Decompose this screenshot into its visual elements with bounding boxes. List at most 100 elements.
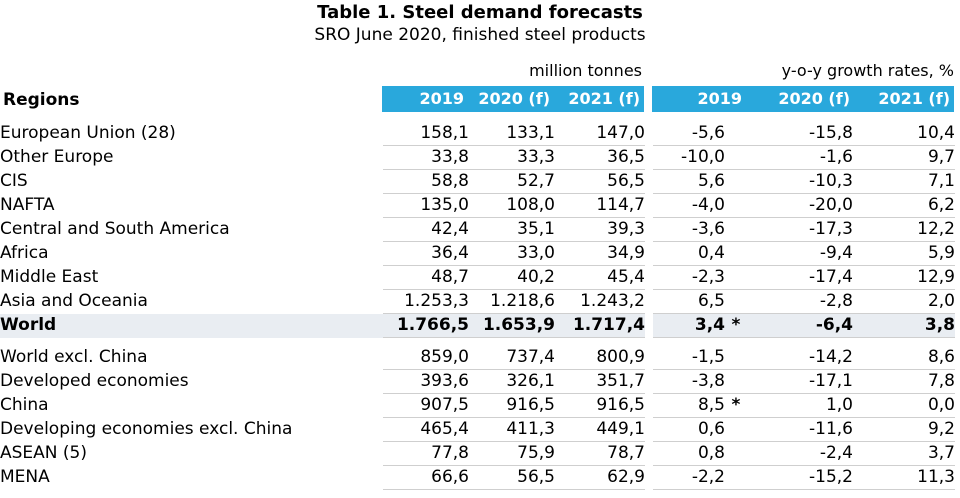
value-2019: 907,5 [383,393,469,418]
table-subtitle: SRO June 2020, finished steel products [314,25,646,45]
growth-2020f: 1,0 [747,393,853,418]
growth-header-band [652,86,954,112]
growth-2021f: 7,8 [853,369,955,394]
regions-header: Regions [3,90,80,110]
growth-2021f: 12,2 [853,217,955,242]
column-gap [645,346,653,370]
value-2020f: 75,9 [469,441,555,466]
column-gap [645,466,653,490]
growth-2020f: -6,4 [747,313,853,338]
region-name: NAFTA [0,195,55,215]
value-2020f: 737,4 [469,346,555,370]
table-row: Developed economies 393,6 326,1 351,7 -3,8 -1… [0,369,955,394]
value-2020f: 40,2 [469,265,555,290]
growth-2021f: 9,2 [853,417,955,442]
column-gap [645,146,653,170]
growth-2021f: 9,7 [853,145,955,170]
value-2020f: 56,5 [469,465,555,490]
growth-2019: -10,0 [653,145,747,170]
growth-2019: -3,6 [653,217,747,242]
growth-2021f: 11,3 [853,465,955,490]
value-2019: 158,1 [383,122,469,146]
volume-header-band [382,86,644,112]
growth-2019-value: 3,4 [694,315,725,335]
growth-2020f: -2,4 [747,441,853,466]
value-2020f: 1.218,6 [469,289,555,314]
value-2020f: 33,0 [469,241,555,266]
col-header-2021f: 2021 (f) [568,89,640,108]
region-name: European Union (28) [0,123,176,144]
growth-2020f: -10,3 [747,169,853,194]
growth-2020f: -17,1 [747,369,853,394]
data-table: European Union (28) 158,1 133,1 147,0 -5,6 -1… [0,122,955,490]
growth-2019: 6,5 [653,289,747,314]
table-row: ASEAN (5) 77,8 75,9 78,7 0,8 -2,4 3,7 [0,441,955,466]
value-2021f: 916,5 [555,393,645,418]
growth-2019-value: -3,6 [691,219,725,239]
value-2021f: 36,5 [555,145,645,170]
value-2021f: 114,7 [555,193,645,218]
col-header-2020f: 2020 (f) [478,89,550,108]
column-gap [645,394,653,418]
growth-2021f: 0,0 [853,393,955,418]
growth-2020f: -17,3 [747,217,853,242]
column-gap [645,218,653,242]
table-row: Middle East 48,7 40,2 45,4 -2,3 -17,4 12,9 [0,265,955,290]
growth-2019-value: 0,8 [697,443,725,463]
growth-2021f: 7,1 [853,169,955,194]
growth-2019: 0,4 [653,241,747,266]
footnote-marker: * [731,315,741,335]
value-2020f: 411,3 [469,417,555,442]
column-gap [645,266,653,290]
growth-2019: -5,6 [653,122,747,146]
table-row: World excl. China 859,0 737,4 800,9 -1,5 -14,… [0,346,955,370]
growth-2021f: 3,7 [853,441,955,466]
column-gap [645,194,653,218]
growth-2020f: -9,4 [747,241,853,266]
growth-2019-value: -10,0 [681,147,725,167]
value-2019: 1.766,5 [383,313,469,338]
value-2019: 135,0 [383,193,469,218]
value-2020f: 35,1 [469,217,555,242]
value-2019: 58,8 [383,169,469,194]
growth-2019-value: 0,4 [697,243,725,263]
growth-2019: -1,5 [653,346,747,370]
growth-2020f: -14,2 [747,346,853,370]
col-header-growth-2019: 2019 [697,89,742,108]
table-row: Developing economies excl. China 465,4 411… [0,417,955,442]
table-row: World 1.766,5 1.653,9 1.717,4 3,4 * -6,4 3,8 [0,313,955,338]
growth-2021f: 2,0 [853,289,955,314]
col-header-growth-2021f: 2021 (f) [878,89,950,108]
growth-2020f: -20,0 [747,193,853,218]
table-row: Africa 36,4 33,0 34,9 0,4 -9,4 5,9 [0,241,955,266]
volume-unit-label: million tonnes [529,61,642,80]
column-gap [645,370,653,394]
growth-2020f: -15,2 [747,465,853,490]
column-gap [645,418,653,442]
table-row: Other Europe 33,8 33,3 36,5 -10,0 -1,6 9,7 [0,145,955,170]
growth-2020f: -17,4 [747,265,853,290]
table-row: China 907,5 916,5 916,5 8,5 * 1,0 0,0 [0,393,955,418]
table-row: NAFTA 135,0 108,0 114,7 -4,0 -20,0 6,2 [0,193,955,218]
region-name: Developed economies [0,371,189,391]
value-2021f: 62,9 [555,465,645,490]
table-title: Table 1. Steel demand forecasts [317,2,643,23]
growth-2019-value: -4,0 [691,195,725,215]
region-name: Other Europe [0,147,114,167]
growth-2019-value: 0,6 [697,419,725,439]
growth-2021f: 10,4 [853,122,955,146]
value-2019: 66,6 [383,465,469,490]
growth-2019-value: -1,5 [691,347,725,367]
section-spacer [0,337,955,346]
value-2019: 1.253,3 [383,289,469,314]
growth-2019: -2,3 [653,265,747,290]
growth-2019: 0,8 [653,441,747,466]
growth-2019-value: 6,5 [697,291,725,311]
region-name: Central and South America [0,219,230,239]
growth-2019: 3,4 * [653,313,747,338]
value-2020f: 916,5 [469,393,555,418]
region-name: MENA [0,467,50,487]
growth-2019-value: -2,3 [691,267,725,287]
table-row: European Union (28) 158,1 133,1 147,0 -5,6 -1… [0,122,955,146]
growth-2019-value: 5,6 [697,171,725,191]
